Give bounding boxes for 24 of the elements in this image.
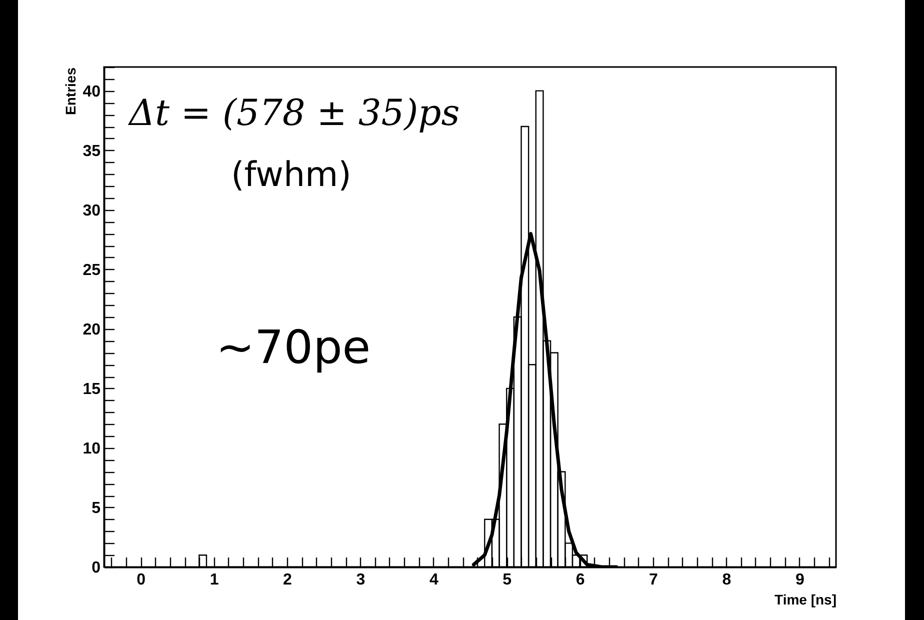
x-tick-label: 7 — [649, 572, 658, 588]
y-tick-label: 40 — [82, 83, 101, 100]
y-tick-label: 20 — [82, 321, 101, 338]
x-tick-label: 2 — [283, 572, 292, 588]
annotation: ~70pe — [216, 320, 371, 374]
y-tick-label: 35 — [82, 142, 101, 160]
y-axis-title: Entries — [62, 67, 79, 115]
x-axis-title: Time [ns] — [774, 592, 836, 608]
x-tick-label: 1 — [210, 572, 219, 588]
y-tick-label: 10 — [82, 440, 101, 458]
y-tick-label: 15 — [82, 380, 101, 398]
annotation: (fwhm) — [231, 155, 352, 195]
y-tick-label: 0 — [92, 560, 101, 576]
x-tick-label: 8 — [722, 572, 732, 588]
x-tick-label: 4 — [429, 572, 438, 588]
x-tick-label: 6 — [576, 572, 585, 588]
x-tick-label: 3 — [356, 572, 366, 588]
y-tick-label: 30 — [82, 202, 101, 220]
x-tick-label: 9 — [795, 572, 804, 588]
y-tick-label: 25 — [82, 262, 101, 279]
x-tick-label: 0 — [136, 572, 146, 588]
annotation: Δt = (578 ± 35)ps — [127, 93, 460, 134]
y-tick-label: 5 — [92, 500, 101, 517]
x-tick-label: 5 — [502, 572, 512, 588]
